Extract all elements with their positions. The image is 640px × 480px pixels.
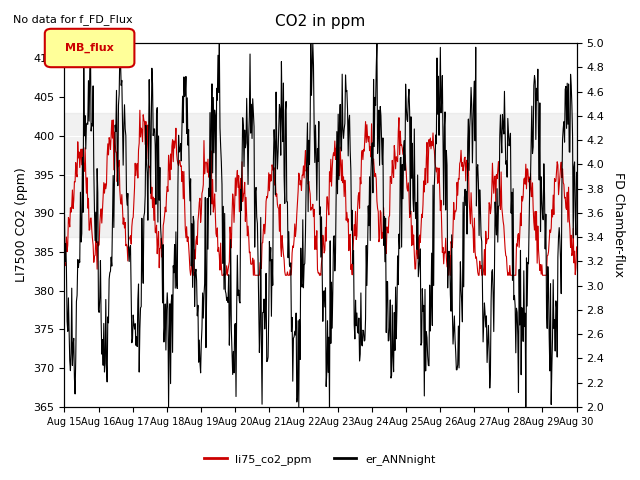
Bar	[65, 113, 577, 237]
Legend: li75_co2_ppm, er_ANNnight: li75_co2_ppm, er_ANNnight	[200, 450, 440, 469]
Y-axis label: FD Chamber-flux: FD Chamber-flux	[612, 172, 625, 277]
Text: MB_flux: MB_flux	[65, 43, 114, 53]
Text: No data for f_FD_Flux: No data for f_FD_Flux	[13, 14, 132, 25]
Text: CO2 in ppm: CO2 in ppm	[275, 14, 365, 29]
Y-axis label: LI7500 CO2 (ppm): LI7500 CO2 (ppm)	[15, 168, 28, 282]
